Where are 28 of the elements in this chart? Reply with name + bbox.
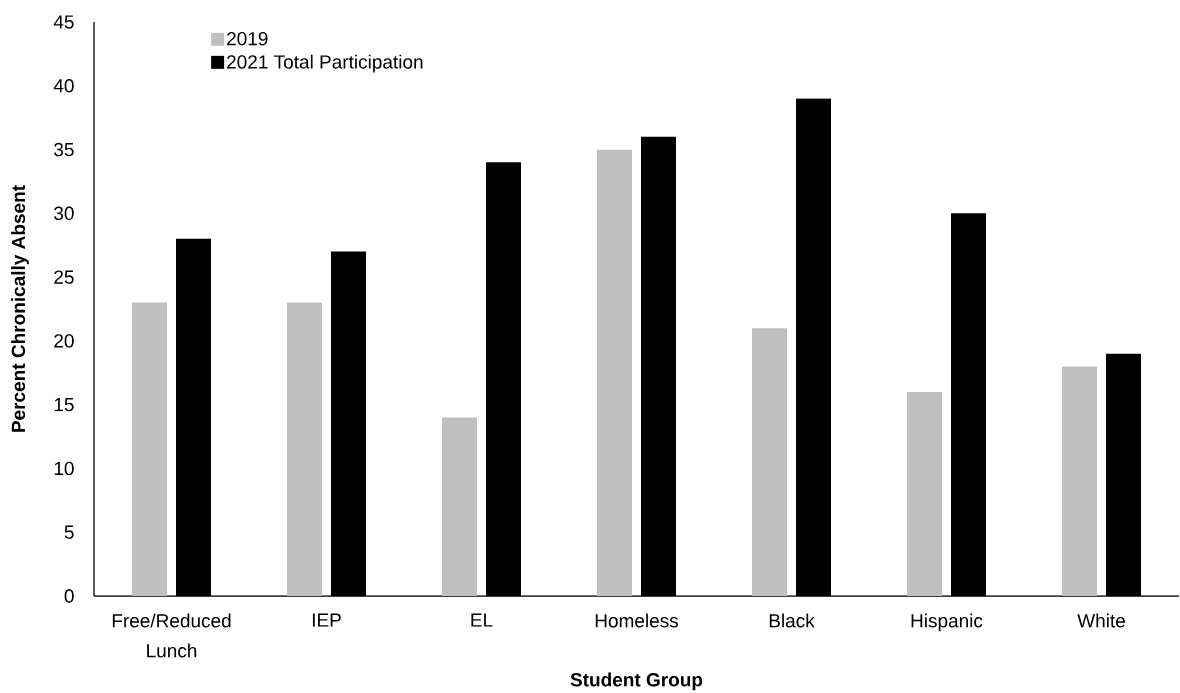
- y-tick-label: 10: [54, 461, 74, 476]
- bar: [1061, 366, 1097, 596]
- y-tick-label: 15: [54, 398, 74, 412]
- x-tick-label: IEP: [312, 613, 341, 627]
- y-tick-label: 40: [53, 79, 74, 93]
- x-tick-label: Hispanic: [911, 613, 983, 632]
- y-tick-label: 5: [64, 525, 74, 539]
- x-axis-title: Student Group: [570, 672, 703, 691]
- legend-label: 2021 Total Participation: [227, 54, 423, 73]
- x-tick-label: Free/Reduced Lunch: [112, 613, 231, 658]
- bar: [442, 417, 477, 596]
- bar: [907, 391, 942, 596]
- bar: [597, 149, 632, 596]
- y-tick-label: 35: [54, 142, 74, 157]
- y-tick-label: 25: [54, 270, 74, 284]
- x-tick-label: EL: [471, 613, 493, 627]
- x-tick-label: Homeless: [595, 613, 679, 628]
- y-tick-label: 0: [64, 589, 74, 603]
- legend-label: 2019: [227, 31, 268, 46]
- y-tick-label: 20: [54, 334, 74, 348]
- y-tick-label: 45: [53, 15, 74, 29]
- y-axis-title: Percent Chronically Absent: [11, 185, 29, 432]
- bar: [132, 302, 168, 596]
- x-tick-label: White: [1077, 613, 1125, 628]
- y-tick-label: 30: [54, 206, 74, 221]
- bar: [287, 302, 323, 596]
- bar: [752, 328, 787, 596]
- x-tick-label: Black: [769, 613, 815, 628]
